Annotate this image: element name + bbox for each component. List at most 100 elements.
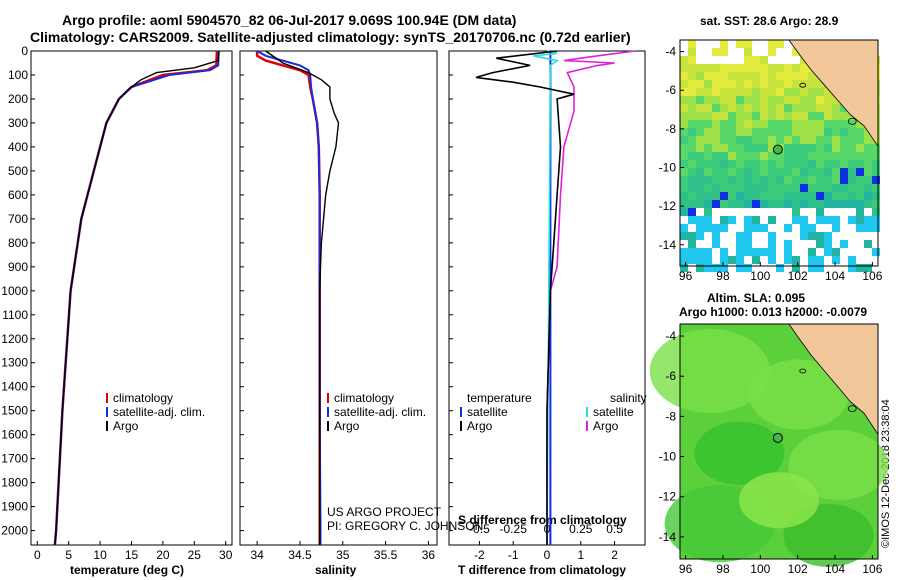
sst_map-cell <box>848 168 856 176</box>
sst_map-group <box>679 39 880 272</box>
sst_map-cell <box>784 144 792 152</box>
sst_map-cell <box>800 160 808 168</box>
sst_map-cell <box>712 88 720 96</box>
diff-legend-title-right: salinity <box>610 391 647 405</box>
sst_map-cell <box>792 96 800 104</box>
sst_map-cell <box>824 136 832 144</box>
sst_map-cell <box>744 72 752 80</box>
sst_map-cell <box>752 96 760 104</box>
sst_map-cell <box>840 200 848 208</box>
sst_map-ytick-label: -8 <box>665 122 676 136</box>
sst_map-cell <box>808 144 816 152</box>
sst_map-cell <box>792 216 800 224</box>
sst_map-cell <box>736 248 744 256</box>
sst_map-cell <box>856 184 864 192</box>
sst_map-cell <box>840 160 848 168</box>
sst_map-cell <box>744 104 752 112</box>
sst_map-cell <box>832 96 840 104</box>
sst_map-cell <box>704 208 712 216</box>
sst_map-cell <box>744 200 752 208</box>
sst_map-cell <box>720 88 728 96</box>
sst_map-cell <box>832 104 840 112</box>
depth-tick-label: 200 <box>8 92 28 106</box>
sst_map-cell <box>744 192 752 200</box>
sst_map-cell <box>808 136 816 144</box>
sst_map-cell <box>816 128 824 136</box>
sst_map-cell <box>816 240 824 248</box>
sst_map-cell <box>792 112 800 120</box>
sst_map-cell <box>688 176 696 184</box>
sst_map-xtick-label: 106 <box>862 269 882 283</box>
sst_map-cell <box>848 176 856 184</box>
sst_map-cell <box>864 176 872 184</box>
depth-tick-label: 600 <box>8 188 28 202</box>
sst_map-cell <box>856 160 864 168</box>
sst_map-cell <box>688 184 696 192</box>
depth-tick-label: 400 <box>8 140 28 154</box>
depth-tick-label: 1000 <box>1 284 28 298</box>
sst_map-cell <box>696 176 704 184</box>
sst_map-cell <box>744 160 752 168</box>
sst_map-xtick-label: 100 <box>750 269 770 283</box>
sst_map-cell <box>800 176 808 184</box>
sst_map-cell <box>744 128 752 136</box>
sst_map-cell <box>720 112 728 120</box>
sst_map-cell <box>704 256 712 264</box>
project-credit: US ARGO PROJECT <box>327 505 442 519</box>
sst_map-cell <box>720 176 728 184</box>
sst_map-cell <box>704 96 712 104</box>
salinity-climatology-line <box>255 51 321 545</box>
sst_map-cell <box>840 192 848 200</box>
sst_map-cell <box>704 88 712 96</box>
sst_map-cell <box>744 248 752 256</box>
sst_map-cell <box>736 104 744 112</box>
sst_map-cell <box>696 104 704 112</box>
sst_map-cell <box>736 240 744 248</box>
sst_map-cell <box>752 88 760 96</box>
sst_map-cell <box>824 176 832 184</box>
sst_map-cell <box>832 224 840 232</box>
sst_map-cell <box>792 152 800 160</box>
sst_map-cell <box>816 232 824 240</box>
pi-credit: PI: GREGORY C. JOHNSON <box>327 519 484 533</box>
sst_map-cell <box>752 120 760 128</box>
sst_map-cell <box>872 160 880 168</box>
s-diff-argo-line <box>546 50 636 545</box>
sst_map-cell <box>768 160 776 168</box>
sst_map-cell <box>856 216 864 224</box>
sst_map-cell <box>864 224 872 232</box>
sst_map-cell <box>824 120 832 128</box>
sst_map-cell <box>776 104 784 112</box>
sst_map-cell <box>792 64 800 72</box>
sst_map-cell <box>808 160 816 168</box>
sst_map-cell <box>816 168 824 176</box>
sst_map-cell <box>768 248 776 256</box>
sst_map-cell <box>736 160 744 168</box>
sst_map-cell <box>728 144 736 152</box>
sst_map-cell <box>856 224 864 232</box>
sst_map-cell <box>760 184 768 192</box>
sst_map-cell <box>768 64 776 72</box>
diff-sal-legend-label: satellite <box>593 405 634 419</box>
difference-xtick-label: 2 <box>611 548 618 562</box>
difference-xtick-label: -1 <box>508 548 519 562</box>
sst_map-cell <box>776 96 784 104</box>
sla_map-ytick-label: -14 <box>659 530 677 544</box>
sst_map-cell <box>680 184 688 192</box>
sst_map-cell <box>816 104 824 112</box>
sla_map-xtick-label: 104 <box>825 562 845 576</box>
sst_map-cell <box>768 232 776 240</box>
sst_map-cell <box>776 128 784 136</box>
depth-tick-label: 800 <box>8 236 28 250</box>
s-difference-axis-label: S difference from climatology <box>458 513 627 527</box>
sst_map-cell <box>856 264 864 272</box>
temperature-axis-label: temperature (deg C) <box>70 563 185 577</box>
sst_map-cell <box>720 40 728 48</box>
sst_map-cell <box>696 136 704 144</box>
difference-xtick-label: -2 <box>474 548 485 562</box>
sst_map-cell <box>696 112 704 120</box>
sst_map-cell <box>776 264 784 272</box>
sst_map-cell <box>696 160 704 168</box>
sst_map-cell <box>704 80 712 88</box>
sst_map-cell <box>816 176 824 184</box>
